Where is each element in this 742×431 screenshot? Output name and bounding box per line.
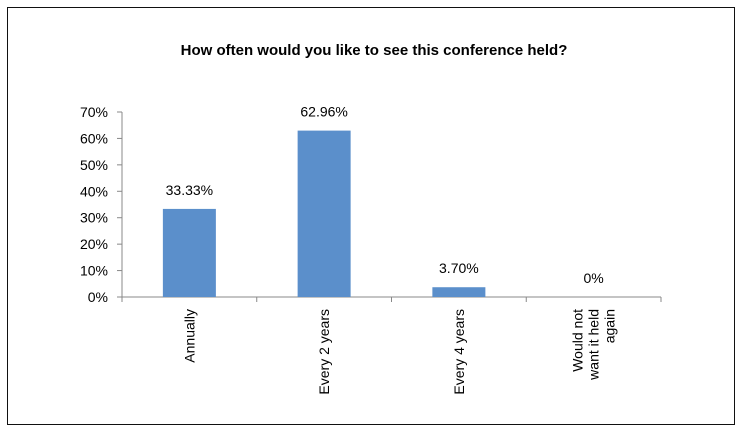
bar [162,208,216,297]
category-label-text: Every 2 years [316,309,332,395]
bar [432,287,486,297]
chart-frame [7,7,735,425]
y-tick-label: 40% [80,183,108,199]
category-label-line: want it held [586,309,602,381]
category-label-text: Every 4 years [451,309,467,395]
y-tick-label: 20% [80,236,108,252]
data-label: 33.33% [166,182,213,198]
category-label-line: Annually [181,309,197,363]
data-label: 3.70% [439,260,479,276]
y-tick-label: 50% [80,157,108,173]
category-label: Every 2 years [316,309,332,395]
category-label-line: Every 4 years [451,309,467,395]
y-tick-label: 10% [80,263,108,279]
data-labels: 33.33% 62.96% 3.70% 0% [166,104,604,286]
category-label: Annually [181,309,197,363]
data-label: 0% [584,270,604,286]
chart-title: How often would you like to see this con… [181,42,568,59]
y-tick-labels: 0% 10% 20% 30% 40% 50% 60% 70% [80,104,108,305]
category-label-line: Would not [570,309,586,372]
data-label: 62.96% [300,104,347,120]
category-label: Every 4 years [451,309,467,395]
bar [297,130,351,297]
category-label-text: Annually [181,309,197,363]
category-label-line: again [602,309,618,343]
y-tick-label: 70% [80,104,108,120]
category-label: Would notwant it heldagain [570,309,618,381]
category-labels: Annually Every 2 years Every 4 years Would … [181,309,617,395]
y-tick-label: 0% [88,289,108,305]
category-label-text: Would notwant it heldagain [570,309,618,381]
category-label-line: Every 2 years [316,309,332,395]
bars [162,130,486,297]
y-tick-label: 60% [80,130,108,146]
y-tick-label: 30% [80,210,108,226]
